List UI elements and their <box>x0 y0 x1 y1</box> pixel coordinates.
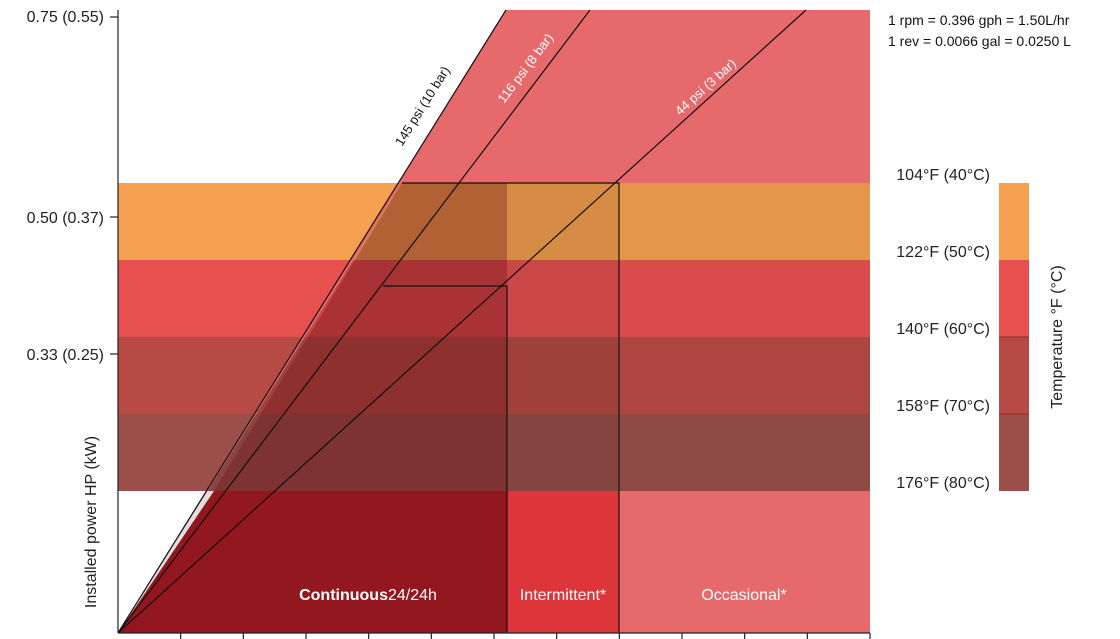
pressure-region-upper <box>118 10 870 633</box>
temp-band-70c <box>118 414 870 491</box>
zone-continuous <box>118 491 507 633</box>
temperature-scale <box>999 183 1029 491</box>
temp-swatch-70c <box>999 414 1029 491</box>
temp-label-50c: 122°F (50°C) <box>896 244 990 261</box>
line-116psi <box>117 9 591 634</box>
zone-intermittent <box>507 491 619 633</box>
line-44psi <box>117 9 807 634</box>
duty-zones <box>118 183 870 633</box>
zone-occasional <box>619 491 870 633</box>
line-145psi <box>117 9 507 634</box>
zone-label-continuous: Continuous24/24h <box>299 587 437 604</box>
x-ticks <box>180 633 871 639</box>
y-tick-label-075: 0.75 (0.55) <box>27 9 104 26</box>
frame-upper <box>402 182 620 633</box>
temp-band-40c <box>118 183 870 260</box>
pressure-lines <box>117 9 807 634</box>
conversion-note-rpm: 1 rpm = 0.396 gph = 1.50L/hr <box>888 12 1070 28</box>
zone-label-intermittent: Intermittent* <box>520 587 606 604</box>
temp-swatch-40c <box>999 183 1029 260</box>
temp-label-80c: 176°F (80°C) <box>896 475 990 492</box>
temp-swatch-60c <box>999 337 1029 414</box>
y-axis-title: Installed power HP (kW) <box>83 436 100 608</box>
temperature-bands <box>118 183 870 491</box>
temp-swatch-50c <box>999 260 1029 337</box>
y-tick-label-033: 0.33 (0.25) <box>27 347 104 364</box>
temp-band-50c <box>118 260 870 337</box>
temp-band-60c <box>118 337 870 414</box>
y-tick-label-050: 0.50 (0.37) <box>27 210 104 227</box>
temp-label-70c: 158°F (70°C) <box>896 398 990 415</box>
temp-label-40c: 104°F (40°C) <box>896 167 990 184</box>
zone-continuous-upper <box>214 183 507 491</box>
temp-label-60c: 140°F (60°C) <box>896 321 990 338</box>
zone-label-continuous-rest: 24/24h <box>388 587 437 604</box>
pressure-region-right-over-bands <box>619 183 870 491</box>
zone-label-continuous-bold: Continuous <box>299 587 388 604</box>
frame-intermittent <box>383 285 508 633</box>
conversion-note-rev: 1 rev = 0.0066 gal = 0.0250 L <box>888 33 1071 49</box>
zone-label-occasional: Occasional* <box>701 587 786 604</box>
temperature-scale-title: Temperature °F (°C) <box>1049 265 1066 409</box>
